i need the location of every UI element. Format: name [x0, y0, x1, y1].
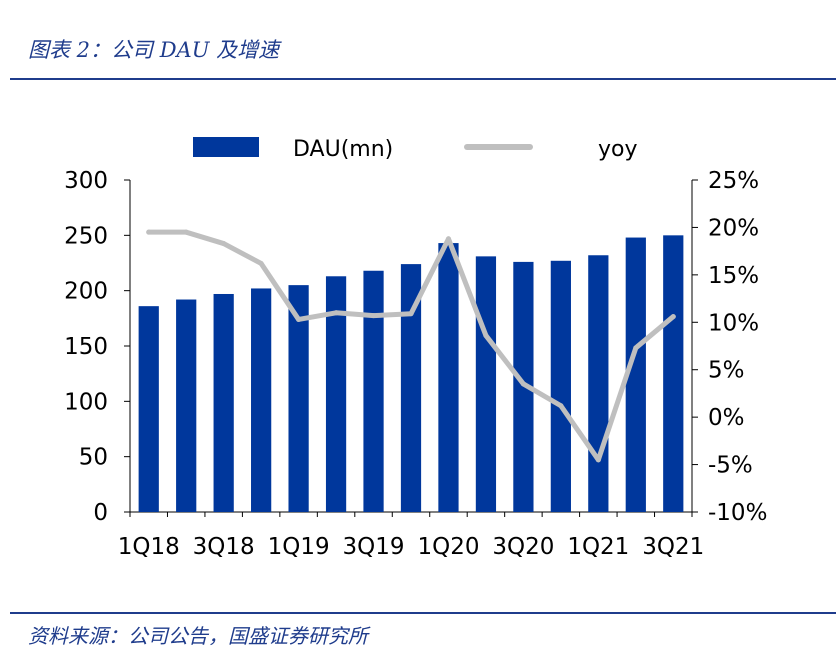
dau-bar	[400, 264, 422, 512]
yoy-point	[558, 403, 564, 409]
dau-bar	[663, 235, 684, 513]
yoy-point	[408, 311, 414, 317]
y-left-tick-label: 100	[64, 389, 108, 415]
yoy-point	[595, 457, 601, 463]
yoy-line-group	[146, 229, 676, 463]
y-left-tick-label: 150	[64, 334, 108, 360]
legend-swatch-dau	[193, 137, 259, 157]
y-left-tick-label: 200	[64, 279, 108, 305]
yoy-point	[183, 229, 189, 235]
yoy-point	[221, 241, 227, 247]
yoy-point	[296, 316, 302, 322]
dau-bar	[513, 261, 534, 512]
y-right-tick-label: 20%	[708, 215, 759, 241]
x-tick-label: 1Q20	[417, 534, 479, 560]
dau-bar	[625, 237, 646, 512]
y-right-tick-label: 5%	[708, 358, 745, 384]
y-right-tick-label: 15%	[708, 263, 759, 289]
yoy-point	[445, 236, 451, 242]
yoy-point	[146, 229, 152, 235]
source-divider	[10, 612, 836, 614]
x-tick-label: 1Q18	[118, 534, 180, 560]
dau-bar	[438, 243, 459, 512]
dau-chart: DAU(mn) yoy 0 50 100 150 200 250 300 -10% -5% 0% 5…	[64, 137, 767, 560]
yoy-point	[520, 381, 526, 387]
y-left-tick-label: 50	[79, 445, 108, 471]
yoy-point	[258, 260, 264, 266]
tick-labels: 0 50 100 150 200 250 300 -10% -5% 0% 5% 10% 15% 20% 25…	[64, 168, 767, 560]
figure-title: 图表 2：公司 DAU 及增速	[28, 38, 280, 62]
y-right-tick-label: 10%	[708, 310, 759, 336]
dau-bar	[138, 306, 159, 512]
y-left-tick-label: 250	[64, 223, 108, 249]
source-note: 资料来源：公司公告，国盛证券研究所	[28, 624, 368, 648]
dau-bar	[475, 256, 497, 512]
dau-bar	[288, 285, 309, 512]
x-tick-label: 3Q20	[492, 534, 554, 560]
y-right-tick-label: -5%	[708, 453, 753, 479]
yoy-point	[371, 313, 377, 319]
legend-label-yoy: yoy	[598, 137, 638, 162]
y-right-tick-label: 0%	[708, 405, 745, 431]
dau-bar	[363, 270, 384, 512]
x-tick-label: 1Q21	[567, 534, 629, 560]
dau-bar	[588, 255, 609, 512]
yoy-point	[633, 345, 639, 351]
yoy-point	[670, 314, 676, 320]
x-tick-label: 3Q18	[193, 534, 255, 560]
yoy-point	[483, 333, 489, 339]
y-right-tick-label: 25%	[708, 168, 759, 194]
y-right-tick-label: -10%	[708, 500, 767, 526]
dau-bars	[138, 235, 684, 513]
x-tick-label: 3Q21	[642, 534, 704, 560]
dau-bar	[176, 299, 197, 512]
x-tick-label: 3Q19	[343, 534, 405, 560]
dau-bar	[251, 288, 272, 512]
legend-label-dau: DAU(mn)	[293, 137, 393, 162]
x-tick-label: 1Q19	[268, 534, 330, 560]
y-left-tick-label: 300	[64, 168, 108, 194]
yoy-point	[333, 310, 339, 316]
title-divider	[10, 78, 836, 80]
dau-bar	[213, 293, 234, 512]
y-left-tick-label: 0	[93, 500, 108, 526]
chart-legend: DAU(mn) yoy	[193, 137, 638, 162]
dau-bar	[325, 276, 347, 512]
dau-bar	[550, 260, 571, 512]
